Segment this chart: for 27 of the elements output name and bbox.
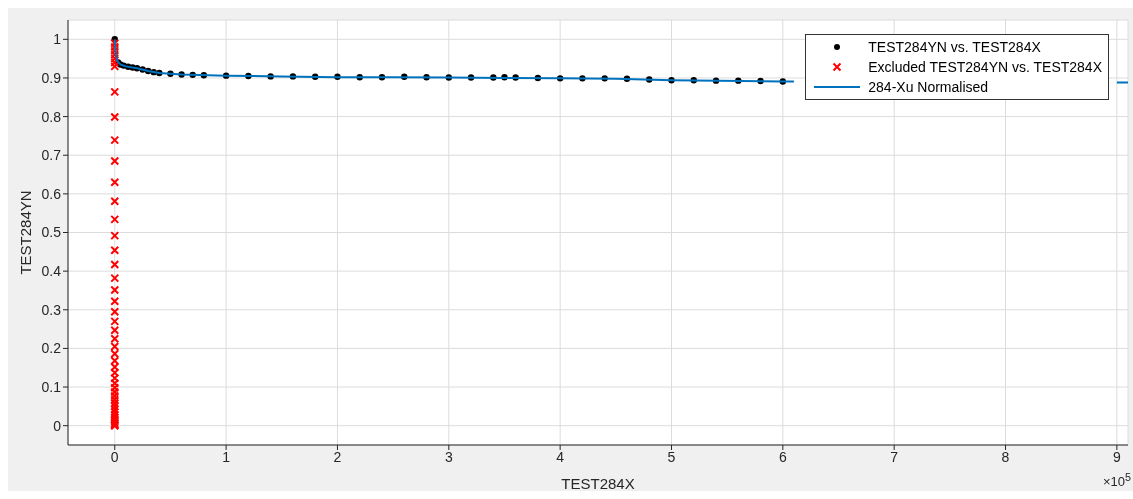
x-tick-label: 1 <box>222 448 231 465</box>
x-axis-title: TEST284X <box>561 475 635 492</box>
y-tick-label: 0.7 <box>41 147 62 164</box>
y-tick-label: 0.3 <box>41 301 62 318</box>
x-tick-label: 2 <box>333 448 342 465</box>
y-axis-title: TEST284YN <box>17 190 35 275</box>
legend-label: TEST284YN vs. TEST284X <box>868 39 1041 55</box>
x-tick-label: 0 <box>110 448 119 465</box>
y-tick-label: 0.1 <box>41 379 62 396</box>
x-tick-label: 6 <box>778 448 787 465</box>
y-tick-label: 1 <box>53 31 62 48</box>
legend-label: 284-Xu Normalised <box>868 79 989 95</box>
x-tick-label: 7 <box>890 448 899 465</box>
x-tick-label: 9 <box>1112 448 1121 465</box>
y-tick-label: 0.4 <box>41 263 62 280</box>
y-tick-label: 0.2 <box>41 340 62 357</box>
y-tick-label: 0.5 <box>41 224 62 241</box>
text: ×10$^{5}$ <box>1102 470 1131 489</box>
legend-label: Excluded TEST284YN vs. TEST284X <box>868 59 1102 75</box>
y-tick-label: 0.8 <box>41 108 62 125</box>
y-tick-label: 0 <box>53 417 62 434</box>
y-tick-label: 0.6 <box>41 185 62 202</box>
y-tick-label: 0.9 <box>41 69 62 86</box>
x-tick-label: 4 <box>556 448 565 465</box>
x-tick-label: 8 <box>1001 448 1010 465</box>
x-tick-label: 3 <box>444 448 453 465</box>
x-tick-label: 5 <box>667 448 676 465</box>
